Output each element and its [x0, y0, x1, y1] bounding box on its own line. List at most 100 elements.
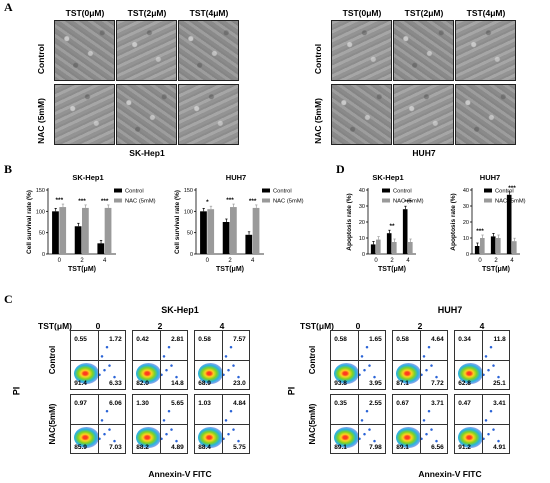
quadrant-value: 11.8	[493, 335, 506, 343]
cell-line-label: SK-Hep1	[129, 148, 165, 158]
dose-label: 4	[479, 321, 485, 331]
significance-label: *	[206, 199, 209, 206]
legend-swatch	[382, 188, 390, 193]
col-title: TST(2μM)	[127, 8, 167, 18]
scatter-events	[480, 337, 506, 385]
y-tick-label: 0	[42, 252, 45, 258]
quadrant-value: 2.81	[171, 335, 184, 343]
flow-plot: 0.58 4.64 87.1 7.72	[392, 330, 448, 390]
chart-title: SK-Hep1	[72, 173, 103, 182]
quadrant-divider	[71, 360, 125, 361]
x-tick-label: 2	[494, 258, 498, 264]
y-tick-label: 40	[359, 188, 365, 194]
bar-nac--5mm-	[207, 209, 215, 254]
significance-label: **	[389, 223, 395, 230]
significance-label: ***	[249, 198, 257, 205]
quadrant-value: 89.1	[334, 443, 347, 451]
quadrant-value: 0.58	[396, 335, 409, 343]
legend-label: NAC (5mM)	[125, 199, 156, 205]
cell-population	[198, 426, 224, 448]
scatter-events	[96, 401, 122, 449]
quadrant-value: 0.58	[198, 335, 211, 343]
quadrant-divider	[393, 360, 447, 361]
y-tick-label: 20	[359, 220, 365, 226]
bar-nac--5mm-	[104, 207, 112, 254]
y-tick-label: 30	[359, 204, 365, 210]
quadrant-value: 4.89	[171, 443, 184, 451]
chart-title: HUH7	[480, 173, 500, 182]
scatter-events	[220, 401, 246, 449]
quadrant-value: 0.35	[334, 399, 347, 407]
dose-label: 4	[219, 321, 225, 331]
quadrant-value: 62.8	[458, 379, 471, 387]
significance-label: ***	[404, 199, 412, 206]
cell-population	[136, 426, 162, 448]
bar-nac--5mm-	[512, 241, 517, 254]
y-tick-label: 10	[359, 236, 365, 242]
quadrant-value: 82.0	[136, 379, 149, 387]
flow-plot: 0.97 6.06 85.9 7.03	[70, 394, 126, 454]
flow-plot: 1.03 4.84 88.4 5.75	[194, 394, 250, 454]
significance-label: ***	[56, 197, 64, 204]
x-axis-label: TST(μM)	[216, 266, 244, 273]
bar-control	[490, 236, 496, 254]
quadrant-value: 6.06	[109, 399, 122, 407]
micrograph	[331, 20, 392, 81]
quadrant-value: 0.42	[136, 335, 149, 343]
x-tick-label: 0	[478, 258, 482, 264]
significance-label: ***	[101, 198, 109, 205]
x-axis-label: Annexin-V FITC	[148, 469, 212, 479]
flow-plot: 0.34 11.8 62.8 25.1	[454, 330, 510, 390]
legend-swatch	[262, 198, 270, 203]
quadrant-divider	[393, 424, 447, 425]
quadrant-value: 0.34	[458, 335, 471, 343]
x-axis-label: TST(μM)	[482, 266, 510, 273]
row-title: NAC (5mM)	[313, 98, 323, 144]
quadrant-value: 88.4	[198, 443, 211, 451]
quadrant-value: 5.75	[233, 443, 246, 451]
flow-plot: 0.58 7.57 68.9 23.0	[194, 330, 250, 390]
micrograph	[331, 84, 392, 145]
quadrant-value: 87.1	[396, 379, 409, 387]
quadrant-value: 91.4	[74, 379, 87, 387]
micrograph	[54, 20, 115, 81]
col-title: TST(4μM)	[466, 8, 506, 18]
quadrant-value: 7.72	[431, 379, 444, 387]
bar-nac--5mm-	[480, 238, 485, 254]
bar-control	[386, 233, 392, 254]
bar-control	[52, 211, 59, 254]
cell-population	[334, 426, 360, 448]
y-tick-label: 10	[463, 236, 469, 242]
flow-plot: 0.67 3.71 89.1 6.56	[392, 394, 448, 454]
quadrant-divider	[455, 424, 509, 425]
quadrant-value: 4.91	[493, 443, 506, 451]
scatter-events	[356, 337, 382, 385]
legend-label: Control	[125, 189, 144, 195]
legend-label: Control	[393, 189, 412, 195]
bar-nac--5mm-	[230, 207, 237, 254]
quadrant-value: 1.65	[369, 335, 382, 343]
chart-title: SK-Hep1	[372, 173, 403, 182]
row-title: Control	[308, 345, 317, 375]
y-axis-label: Cell survival rate (%)	[174, 190, 181, 254]
legend-label: NAC (5mM)	[273, 199, 304, 205]
y-tick-label: 150	[184, 188, 193, 194]
dose-label: 2	[157, 321, 163, 331]
panel-label-c: C	[4, 292, 13, 306]
x-tick-label: 0	[58, 258, 62, 264]
quadrant-value: 7.03	[109, 443, 122, 451]
col-title: TST(0μM)	[65, 8, 105, 18]
col-title: TST(2μM)	[404, 8, 444, 18]
bar-control	[74, 226, 82, 254]
bar-control	[506, 194, 512, 254]
micrograph	[116, 20, 177, 81]
quadrant-value: 93.8	[334, 379, 347, 387]
y-axis-label: PI	[286, 386, 297, 396]
cell-population	[458, 426, 484, 448]
bar-nac--5mm-	[59, 207, 67, 254]
quadrant-value: 91.2	[458, 443, 471, 451]
quadrant-divider	[195, 360, 249, 361]
bar-control	[222, 222, 230, 254]
quadrant-divider	[455, 360, 509, 361]
x-tick-label: 4	[406, 258, 410, 264]
